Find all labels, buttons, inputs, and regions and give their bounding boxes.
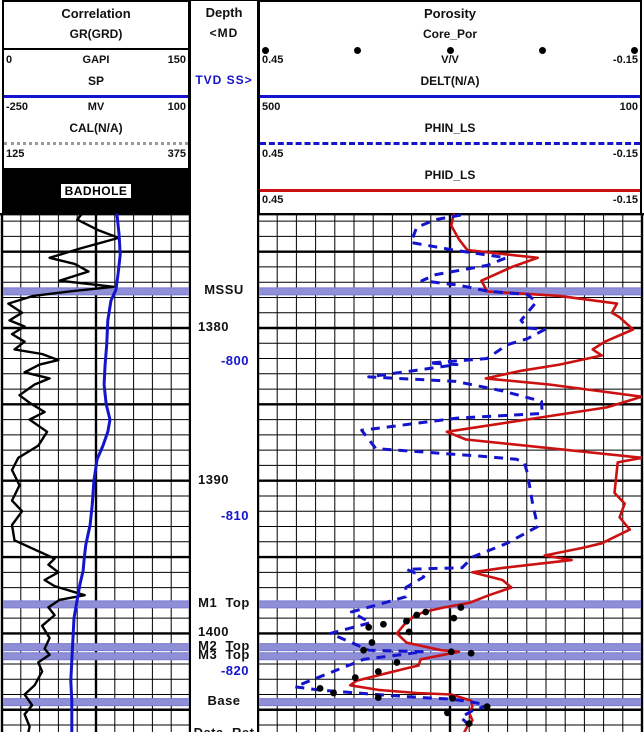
md-depth-label: 1400 xyxy=(198,624,229,640)
cal-curve-name[interactable]: CAL(N/A) xyxy=(69,121,123,135)
delt-curve-name[interactable]: DELT(N/A) xyxy=(420,74,480,88)
corepor-line-sample xyxy=(262,46,638,54)
tvdss-axis-label: TVD SS> xyxy=(195,73,253,87)
depth-track-header[interactable]: Depth <MD TVD SS> xyxy=(190,0,258,213)
cal-max: 375 xyxy=(167,148,186,160)
marker-label: Data Ret xyxy=(191,725,257,732)
core-dot-icon xyxy=(262,46,269,54)
tvdss-depth-label: -820 xyxy=(220,662,249,678)
correlation-title: Correlation xyxy=(61,6,131,21)
sp-line-sample xyxy=(4,95,188,98)
marker-label: Base xyxy=(207,693,241,709)
cal-min: 125 xyxy=(6,148,25,160)
badhole-flag[interactable]: BADHOLE xyxy=(4,168,188,213)
phin-curve-name[interactable]: PHIN_LS xyxy=(424,121,476,135)
corepor-min: 0.45 xyxy=(262,54,284,66)
porosity-track-header[interactable]: Porosity Core_Por 0.45 V/V -0.15 DELT(N/… xyxy=(258,0,642,213)
corepor-curve-name[interactable]: Core_Por xyxy=(422,27,478,41)
phin-max: -0.15 xyxy=(612,148,638,160)
sp-scale-row: -250 MV 100 xyxy=(6,101,186,114)
sp-max: 100 xyxy=(167,101,186,113)
phin-min: 0.45 xyxy=(262,148,284,160)
delt-scale-row: 500 100 xyxy=(262,101,638,114)
gr-line-sample xyxy=(4,48,188,50)
phid-min: 0.45 xyxy=(262,194,284,206)
phin-line-sample xyxy=(260,142,640,145)
md-depth-label: 1380 xyxy=(198,319,229,334)
phid-scale-row: 0.45 -0.15 xyxy=(262,194,638,207)
tvdss-depth-label: -810 xyxy=(220,508,249,524)
depth-title: Depth xyxy=(205,5,243,20)
cal-scale-row: 125 375 xyxy=(6,148,186,161)
core-dot-icon xyxy=(354,46,362,54)
depth-track: 1380 1390 1400 -800 -810 -820 MSSU M1 Top M2 Top… xyxy=(190,213,258,732)
core-dot-icon xyxy=(446,46,454,54)
corepor-scale-row: 0.45 V/V -0.15 xyxy=(262,54,638,67)
phin-scale-row: 0.45 -0.15 xyxy=(262,148,638,161)
delt-min: 500 xyxy=(262,101,281,113)
md-axis-label: <MD xyxy=(209,26,239,40)
md-depth-label: 1390 xyxy=(198,471,229,487)
tvdss-depth-label: -800 xyxy=(220,352,249,368)
gr-min: 0 xyxy=(6,54,13,66)
log-plot-area[interactable] xyxy=(0,213,644,732)
delt-max: 100 xyxy=(619,101,638,113)
gr-unit: GAPI xyxy=(82,54,110,66)
phid-max: -0.15 xyxy=(612,194,638,206)
core-dot-icon xyxy=(631,46,638,54)
marker-label: M3 Top xyxy=(198,647,250,663)
cal-line-sample xyxy=(4,142,188,145)
porosity-title: Porosity xyxy=(423,6,476,21)
marker-label: M1 Top xyxy=(198,595,250,611)
marker-label: MSSU xyxy=(204,282,244,298)
phid-line-sample xyxy=(260,189,640,192)
corepor-max: -0.15 xyxy=(612,54,638,66)
corepor-unit: V/V xyxy=(441,54,459,66)
badhole-label: BADHOLE xyxy=(60,183,132,198)
gr-curve-name[interactable]: GR(GRD) xyxy=(69,27,123,41)
phid-curve-name[interactable]: PHID_LS xyxy=(424,168,476,182)
sp-curve-name[interactable]: SP xyxy=(87,74,104,88)
gr-max: 150 xyxy=(167,54,186,66)
sp-unit: MV xyxy=(87,101,105,113)
correlation-track-header[interactable]: Correlation GR(GRD) 0 GAPI 150 SP -250 M… xyxy=(2,0,190,213)
core-dot-icon xyxy=(538,46,546,54)
marker-label: M2 Top xyxy=(198,638,250,654)
delt-line-sample xyxy=(260,95,640,98)
gr-scale-row: 0 GAPI 150 xyxy=(6,54,186,67)
sp-min: -250 xyxy=(6,101,29,113)
